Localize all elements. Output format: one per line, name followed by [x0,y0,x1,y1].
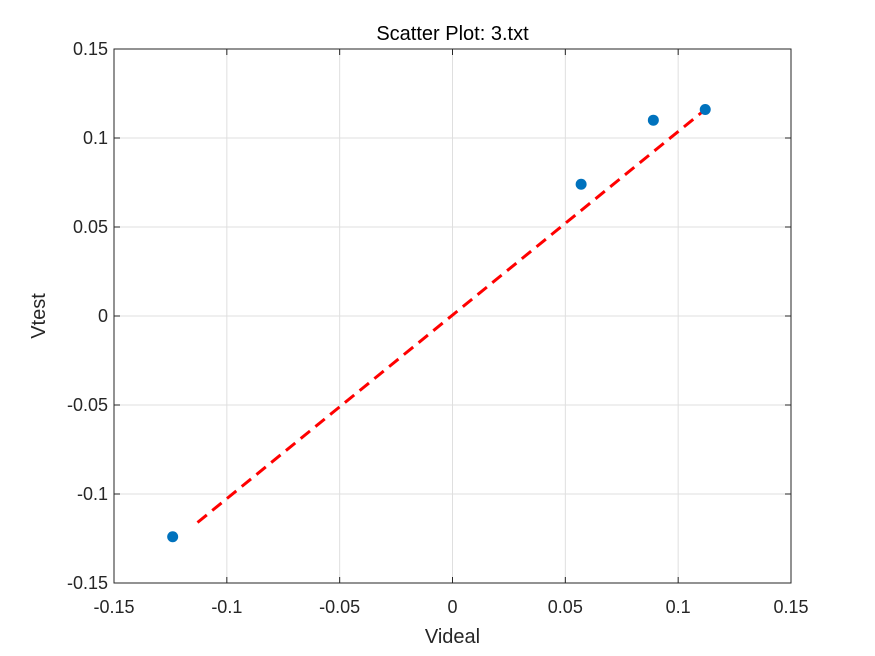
x-tick-label: 0.1 [666,597,691,617]
y-axis-title: Vtest [28,293,50,339]
chart-title: Scatter Plot: 3.txt [376,23,529,45]
x-tick-labels: -0.15 -0.1 -0.05 0 0.05 0.1 0.15 [93,597,808,617]
scatter-point [699,104,711,116]
scatter-point [647,114,659,126]
x-tick-label: 0.05 [548,597,583,617]
x-tick-label: 0 [447,597,457,617]
y-tick-label: 0.15 [73,39,108,59]
y-tick-label: -0.1 [77,484,108,504]
y-tick-label: -0.05 [67,395,108,415]
x-tick-label: -0.05 [319,597,360,617]
scatter-point [575,178,587,190]
x-axis-title: Videal [425,626,480,648]
y-tick-labels: -0.15 -0.1 -0.05 0 0.05 0.1 0.15 [67,39,108,593]
series-layer [167,104,711,543]
y-tick-label: 0.05 [73,217,108,237]
x-tick-label: -0.15 [93,597,134,617]
fit-line [196,108,707,524]
y-tick-label: -0.15 [67,573,108,593]
x-tick-label: -0.1 [211,597,242,617]
y-tick-label: 0 [98,306,108,326]
scatter-point [167,531,179,543]
y-tick-label: 0.1 [83,128,108,148]
tick-marks [113,48,792,584]
x-tick-label: 0.15 [773,597,808,617]
